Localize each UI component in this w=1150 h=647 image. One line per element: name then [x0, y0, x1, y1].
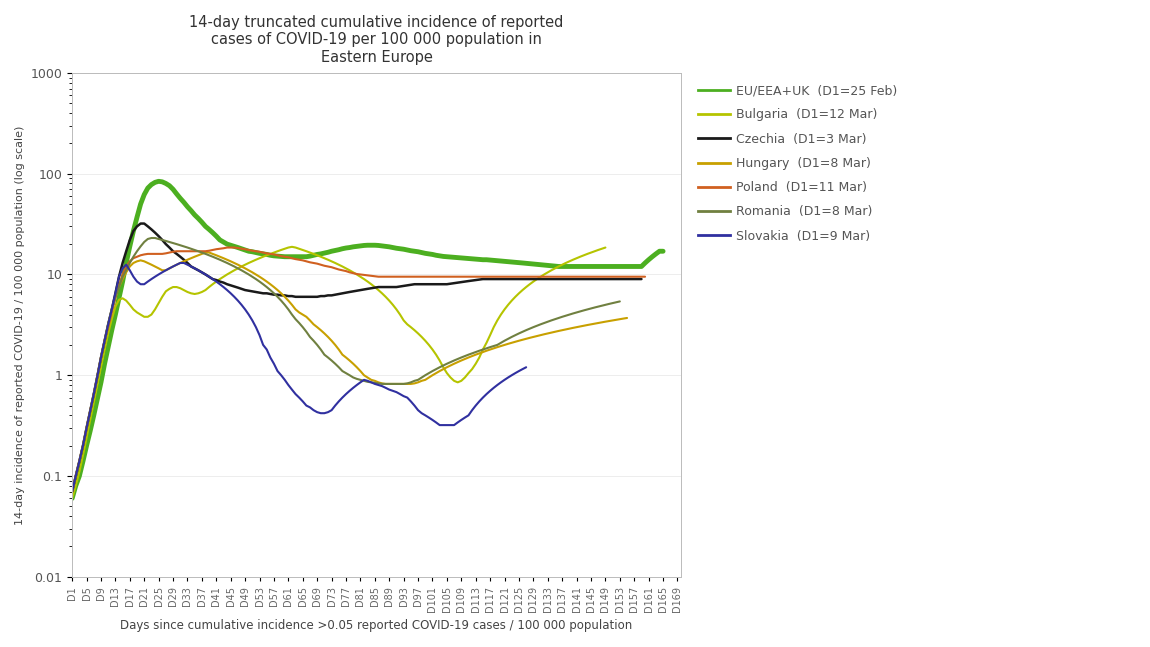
X-axis label: Days since cumulative incidence >0.05 reported COVID-19 cases / 100 000 populati: Days since cumulative incidence >0.05 re… — [121, 619, 632, 632]
Legend: EU/EEA+UK  (D1=25 Feb), Bulgaria  (D1=12 Mar), Czechia  (D1=3 Mar), Hungary  (D1: EU/EEA+UK (D1=25 Feb), Bulgaria (D1=12 M… — [693, 79, 903, 248]
Title: 14-day truncated cumulative incidence of reported
cases of COVID-19 per 100 000 : 14-day truncated cumulative incidence of… — [190, 15, 564, 65]
Y-axis label: 14-day incidence of reported COVID-19 / 100 000 population (log scale): 14-day incidence of reported COVID-19 / … — [15, 125, 25, 525]
